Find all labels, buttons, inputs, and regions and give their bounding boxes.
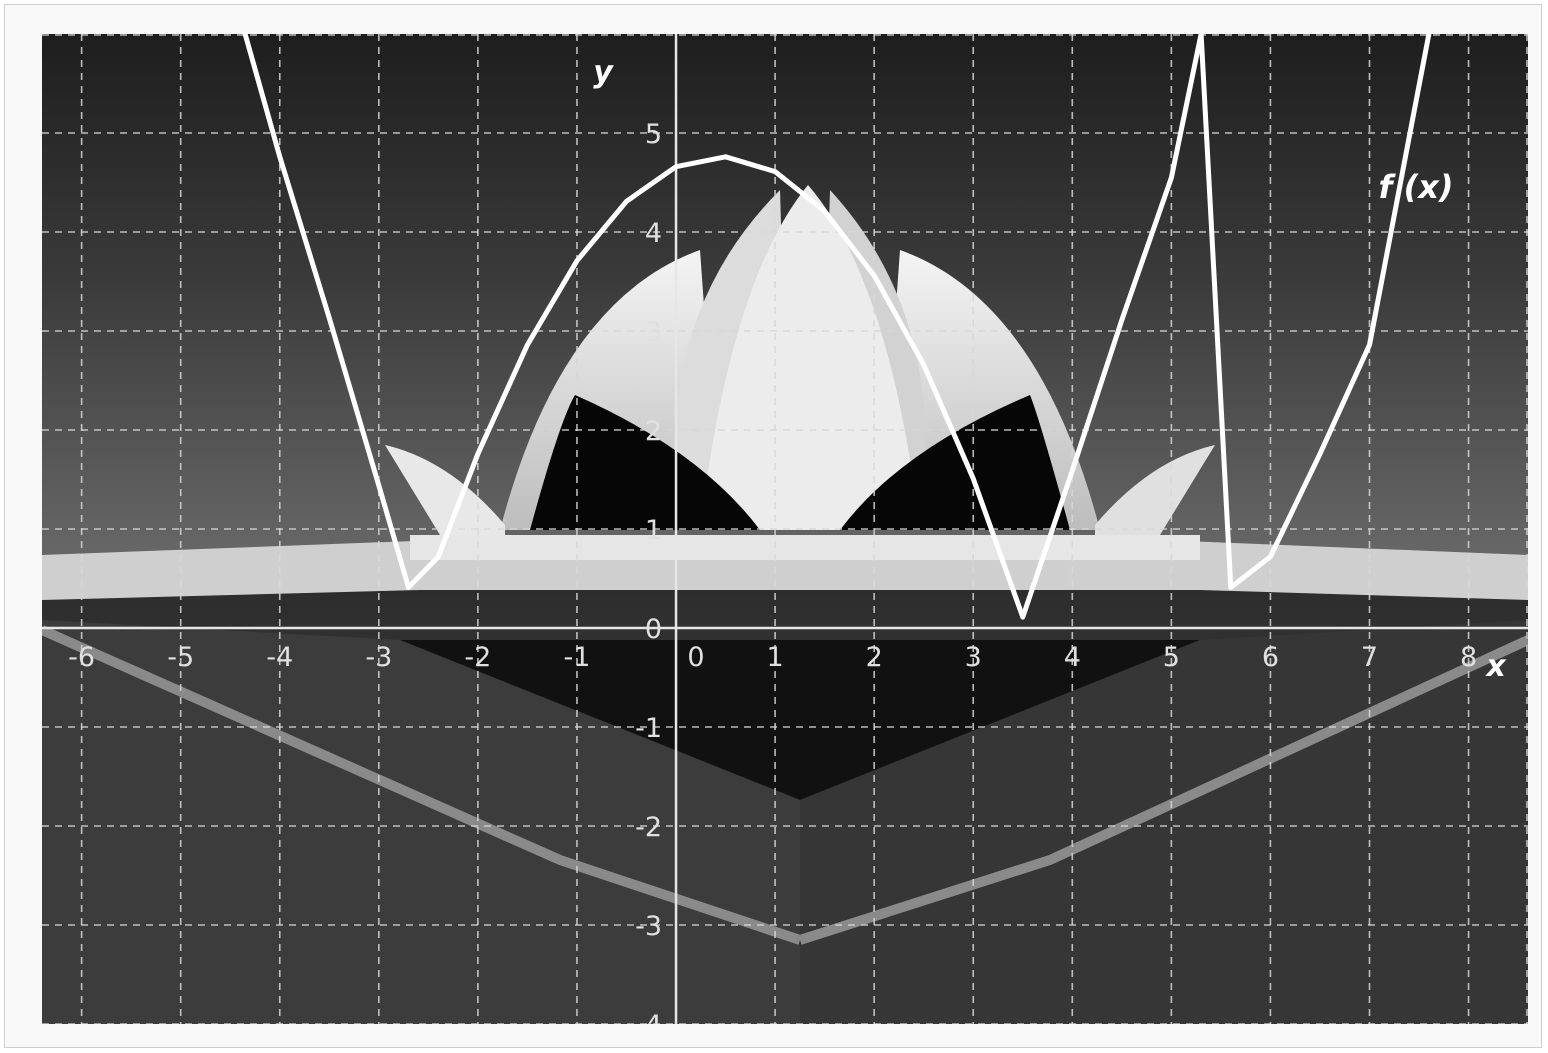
x-tick-label: -4 [266,642,293,673]
function-label: f (x) [1379,168,1454,206]
lotus-temple-photo [42,34,1528,1024]
tick-labels: -6 -5 -4 -3 -2 -1 1 2 3 4 5 6 7 8 -4 -3 -2 -1 0 1 2 3 4 5 0 [68,119,1477,1041]
x-tick-label: -3 [365,642,392,673]
y-tick-label: -4 [635,1010,662,1041]
x-tick-label: -5 [167,642,194,673]
x-tick-label: 4 [1064,642,1081,673]
y-tick-label: 5 [645,119,662,150]
x-tick-label: 7 [1361,642,1378,673]
x-tick-label: 5 [1163,642,1180,673]
x-tick-label: -2 [464,642,491,673]
x-tick-label: 3 [965,642,982,673]
y-tick-label: 1 [645,515,662,546]
y-tick-label: -3 [635,911,662,942]
y-axis-label: y [593,55,614,90]
y-tick-label: 0 [645,614,662,645]
y-tick-label: 4 [645,218,662,249]
y-tick-label: -2 [635,812,662,843]
y-tick-label: -1 [635,713,662,744]
x-tick-label: -1 [563,642,590,673]
x-tick-label: 0 [687,642,704,673]
x-tick-label: 1 [766,642,783,673]
y-tick-label: 2 [645,416,662,447]
y-tick-label: 3 [645,317,662,348]
x-tick-label: 6 [1262,642,1279,673]
x-tick-label: 8 [1460,642,1477,673]
axes [42,34,1528,1024]
x-tick-label: -6 [68,642,95,673]
function-curve-layer [242,34,1432,620]
x-tick-label: 2 [866,642,883,673]
grid-lines [42,34,1528,1024]
x-axis-label: x [1484,649,1507,684]
